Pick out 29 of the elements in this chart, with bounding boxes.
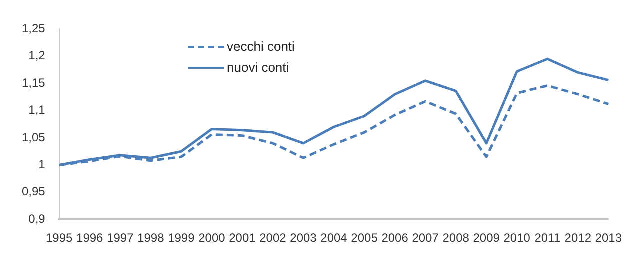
x-tick-label: 2002 <box>260 231 287 246</box>
y-tick-label: 1 <box>38 158 46 172</box>
legend-label: nuovi conti <box>227 59 290 77</box>
y-tick-label: 1,25 <box>22 22 46 36</box>
x-tick-label: 2000 <box>198 231 226 246</box>
y-tick-label: 1,1 <box>28 103 46 118</box>
x-tick-label: 2004 <box>320 231 348 246</box>
y-tick-label: 1,2 <box>28 48 46 63</box>
y-tick-label: 1,05 <box>22 130 46 144</box>
y-tick-label: 1,15 <box>22 76 46 90</box>
x-tick-label: 1996 <box>76 231 104 246</box>
x-tick-label: 2012 <box>564 231 592 246</box>
y-tick-label: 0,95 <box>22 184 46 199</box>
y-tick-label: 0,9 <box>28 212 46 226</box>
x-tick-label: 2013 <box>595 231 622 246</box>
x-tick-label: 2001 <box>229 231 256 246</box>
legend-label: vecchi conti <box>227 38 295 56</box>
x-tick-label: 2010 <box>504 231 531 246</box>
x-tick-label: 2011 <box>534 231 561 246</box>
x-tick-label: 2003 <box>290 231 318 246</box>
x-tick-label: 2007 <box>412 231 440 246</box>
x-tick-label: 2009 <box>473 231 500 246</box>
x-tick-label: 2005 <box>351 231 378 246</box>
x-tick-label: 1999 <box>168 231 196 246</box>
x-tick-label: 1997 <box>107 231 134 246</box>
x-tick-label: 1998 <box>138 231 165 246</box>
x-tick-label: 2008 <box>442 231 470 246</box>
x-tick-label: 1995 <box>46 231 74 246</box>
x-tick-label: 2006 <box>382 231 409 246</box>
